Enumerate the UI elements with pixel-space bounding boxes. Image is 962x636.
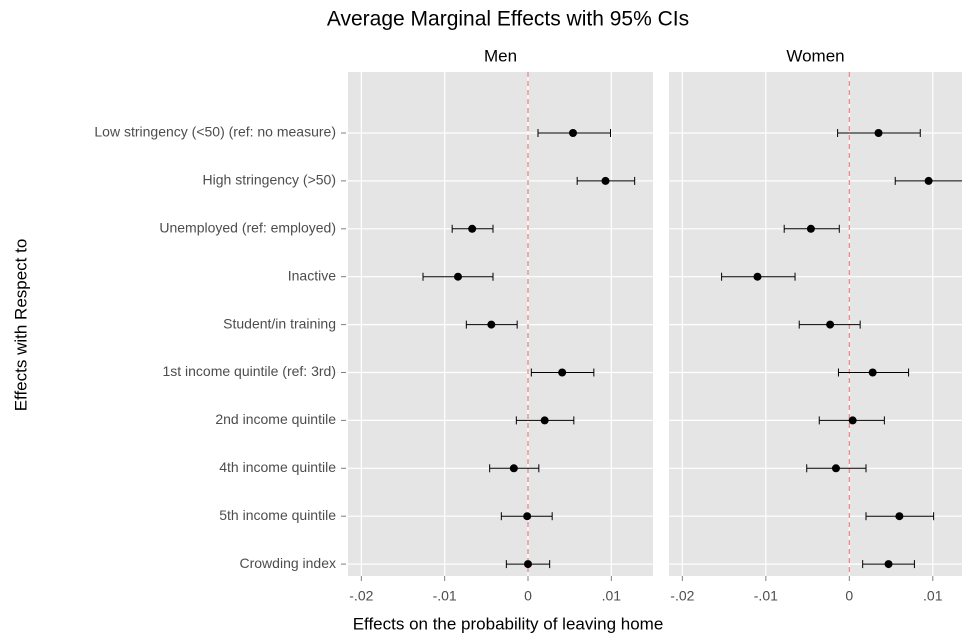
y-tick-label: Low stringency (<50) (ref: no measure) [94,124,336,140]
y-tick-label: 1st income quintile (ref: 3rd) [162,363,336,379]
point [874,129,883,137]
point [524,560,532,569]
y-tick-label: Unemployed (ref: employed) [159,220,336,236]
y-tick-label: 2nd income quintile [215,411,336,427]
point [895,512,904,521]
y-axis-label: Effects with Respect to [11,239,30,412]
point [753,272,762,281]
point [454,272,462,281]
panel-title: Women [786,46,844,65]
y-tick-label: High stringency (>50) [203,172,336,188]
point [601,176,610,185]
x-tick-label: 0 [524,588,532,604]
point [831,464,840,473]
point [884,560,893,569]
x-tick-label: -.01 [754,588,778,604]
point [523,512,532,521]
x-axis-label: Effects on the probability of leaving ho… [353,614,664,633]
y-tick-label: Student/in training [223,315,336,331]
x-tick-label: .01 [602,588,622,604]
point [509,464,518,473]
y-tick-label: Crowding index [240,555,337,571]
x-tick-label: -.01 [433,588,457,604]
point [487,320,496,329]
point [826,320,835,329]
chart-title: Average Marginal Effects with 95% CIs [327,8,689,31]
panel-title: Men [484,46,517,65]
point [540,416,549,425]
y-tick-label: 5th income quintile [219,507,336,523]
x-tick-label: -.02 [349,588,373,604]
y-tick-label: Inactive [288,267,336,283]
point [924,176,933,185]
point [468,224,477,233]
x-tick-label: .01 [923,588,943,604]
x-tick-label: -.02 [670,588,694,604]
point [868,368,877,377]
point [806,224,815,233]
y-tick-label: 4th income quintile [219,459,336,475]
point [848,416,857,425]
x-tick-label: 0 [845,588,853,604]
point [558,368,567,377]
point [569,129,577,137]
